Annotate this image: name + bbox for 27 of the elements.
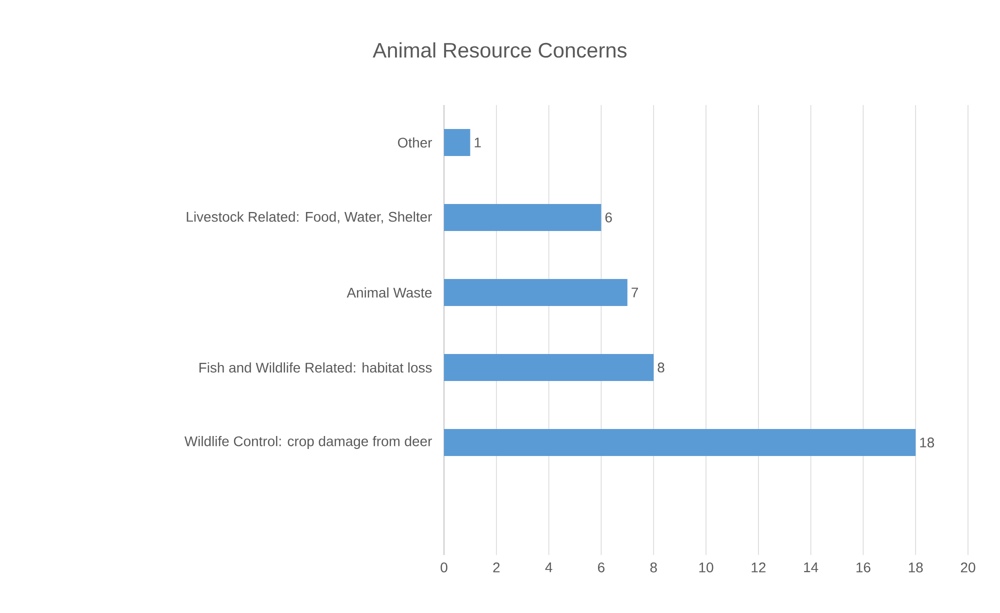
data-label: 18 [920, 438, 934, 448]
x-tick-label: 12 [752, 562, 766, 572]
x-tick-label: 10 [699, 562, 714, 572]
y-tick-label: Livestock Related: Food, Water, Shelter [186, 212, 432, 224]
x-tick-label: 0 [440, 562, 448, 572]
bar [444, 428, 916, 456]
data-label: 1 [474, 138, 481, 148]
data-label: 6 [605, 212, 612, 222]
y-tick-label: Animal Waste [346, 287, 432, 298]
data-label: 7 [632, 288, 638, 298]
chart-title: Animal Resource Concerns [372, 42, 627, 58]
y-tick-label: Fish and Wildlife Related: habitat loss [200, 362, 432, 373]
bar [444, 204, 602, 231]
x-tick-label: 8 [650, 562, 657, 572]
data-label: 8 [658, 362, 664, 372]
x-tick-label: 4 [545, 562, 552, 572]
y-tick-label: Wildlife Control: crop damage from deer [184, 436, 432, 449]
x-tick-label: 2 [493, 562, 500, 572]
y-tick-label: Other [398, 137, 432, 148]
bar [444, 354, 654, 381]
x-tick-label: 16 [856, 562, 870, 572]
bar [444, 128, 470, 156]
x-tick-label: 18 [908, 562, 923, 572]
bar [444, 278, 628, 306]
x-tick-label: 20 [960, 562, 976, 572]
x-tick-label: 6 [598, 562, 604, 572]
x-tick-label: 14 [804, 562, 818, 572]
